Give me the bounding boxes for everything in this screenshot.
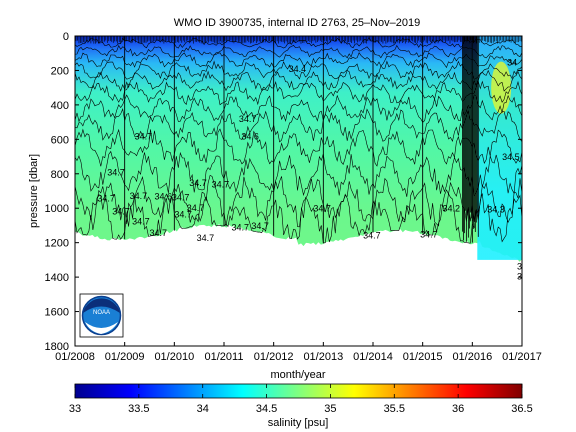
contour-line [75,94,522,123]
contour-label: 34.7 [132,217,150,227]
y-axis-label: pressure [dbar] [28,154,40,228]
x-tick-label: 01/2014 [353,351,393,363]
contour-label: 34.7 [130,191,148,201]
contour-label: 34.6 [241,131,259,141]
contour-line [75,174,522,228]
contour-line [75,80,522,106]
contour-line [75,192,522,244]
y-tick-label: 1200 [45,238,69,250]
contour-label: 34.6 [154,192,172,202]
contour-label: 34.7 [239,114,257,124]
contour-line [75,60,522,80]
salinity-maximum-patch [491,61,512,114]
y-tick-label: 1400 [45,272,69,284]
chart-title: WMO ID 3900735, internal ID 2763, 25–Nov… [174,17,420,29]
contour-label: 34.7 [187,203,205,213]
x-tick-label: 01/2012 [254,351,294,363]
y-tick-label: 0 [63,31,69,43]
contour-label: 34.7 [135,131,153,141]
colorbar-tick-label: 34 [197,403,209,415]
contour-label: 34.7 [172,192,190,202]
contour-label: 34.7 [189,178,207,188]
x-axis: 01/2008 01/2009 01/2010 01/2011 01/2012 01/20… [55,36,542,363]
y-tick-label: 1800 [45,341,69,353]
contour-line [75,37,522,49]
contour-line [75,150,522,197]
x-tick-label: 01/2016 [452,351,492,363]
y-tick-label: 1600 [45,307,69,319]
x-tick-label: 01/2008 [55,351,95,363]
contour-label: 34.7 [420,230,438,240]
contour-label: 34.7 [313,204,331,214]
contour-label: 34.7 [363,230,381,240]
y-tick-label: 1000 [45,203,69,215]
contour-label: 34.7 [97,193,115,203]
logo-text: NOAA [93,310,110,316]
colorbar-tick-label: 36.5 [511,403,532,415]
x-tick-label: 01/2017 [502,351,542,363]
contour-label: 34.7 [251,221,269,231]
y-tick-label: 800 [51,169,69,181]
contour-line [75,52,522,69]
contour-line [75,128,522,167]
colorbar-label: salinity [psu] [268,417,329,429]
contour-label: 34.7 [174,210,192,220]
x-tick-label: 01/2011 [205,351,244,363]
contour-label: 34.7 [150,228,168,238]
contour-label: 34.5 [502,152,520,162]
plot-area: 34.734.734.734.734.734.734.734.734.734.7… [75,36,527,282]
contour-label: 34.7 [212,180,230,190]
colorbar-tick-label: 33.5 [128,403,149,415]
colorbar-tick-label: 34.5 [256,403,277,415]
y-axis: 0 200 400 600 800 1000 1200 1400 1600 1800 [45,31,522,353]
x-axis-label: month/year [270,369,325,381]
colorbar [74,383,523,399]
colorbar-axis: 33 33.5 34 34.5 35 35.5 36 36.5 [69,384,533,415]
y-tick-label: 600 [51,134,69,146]
contour-label: 34.2 [443,204,461,214]
contour-label: 34 [507,57,517,67]
colorbar-tick-label: 35.5 [384,403,405,415]
contour-line [75,108,522,143]
contour-label: 34.7 [197,233,215,243]
y-tick-label: 400 [51,100,69,112]
x-tick-label: 01/2015 [403,351,443,363]
contour-label: 34.4 [289,64,307,74]
contour-label: 34.3 [487,205,505,215]
noaa-logo: NOAA [79,293,124,338]
contour-lines [75,37,522,244]
contour-label: 34 [517,261,527,271]
contour-line [75,69,522,92]
x-tick-label: 01/2009 [105,351,145,363]
plot-frame [74,35,523,347]
profile-lines [75,36,522,244]
contour-line [75,44,522,59]
colorbar-tick-label: 33 [69,403,81,415]
x-tick-label: 01/2013 [303,351,343,363]
y-tick-label: 200 [51,65,69,77]
contour-label: 34.7 [112,206,130,216]
colorbar-tick-label: 36 [452,403,464,415]
contour-label: 34.7 [107,168,125,178]
colorbar-tick-label: 35 [324,403,336,415]
contour-labels: 34.734.734.734.734.734.734.734.734.734.7… [97,57,527,281]
x-tick-label: 01/2010 [154,351,194,363]
contour-label: 34.7 [231,223,249,233]
